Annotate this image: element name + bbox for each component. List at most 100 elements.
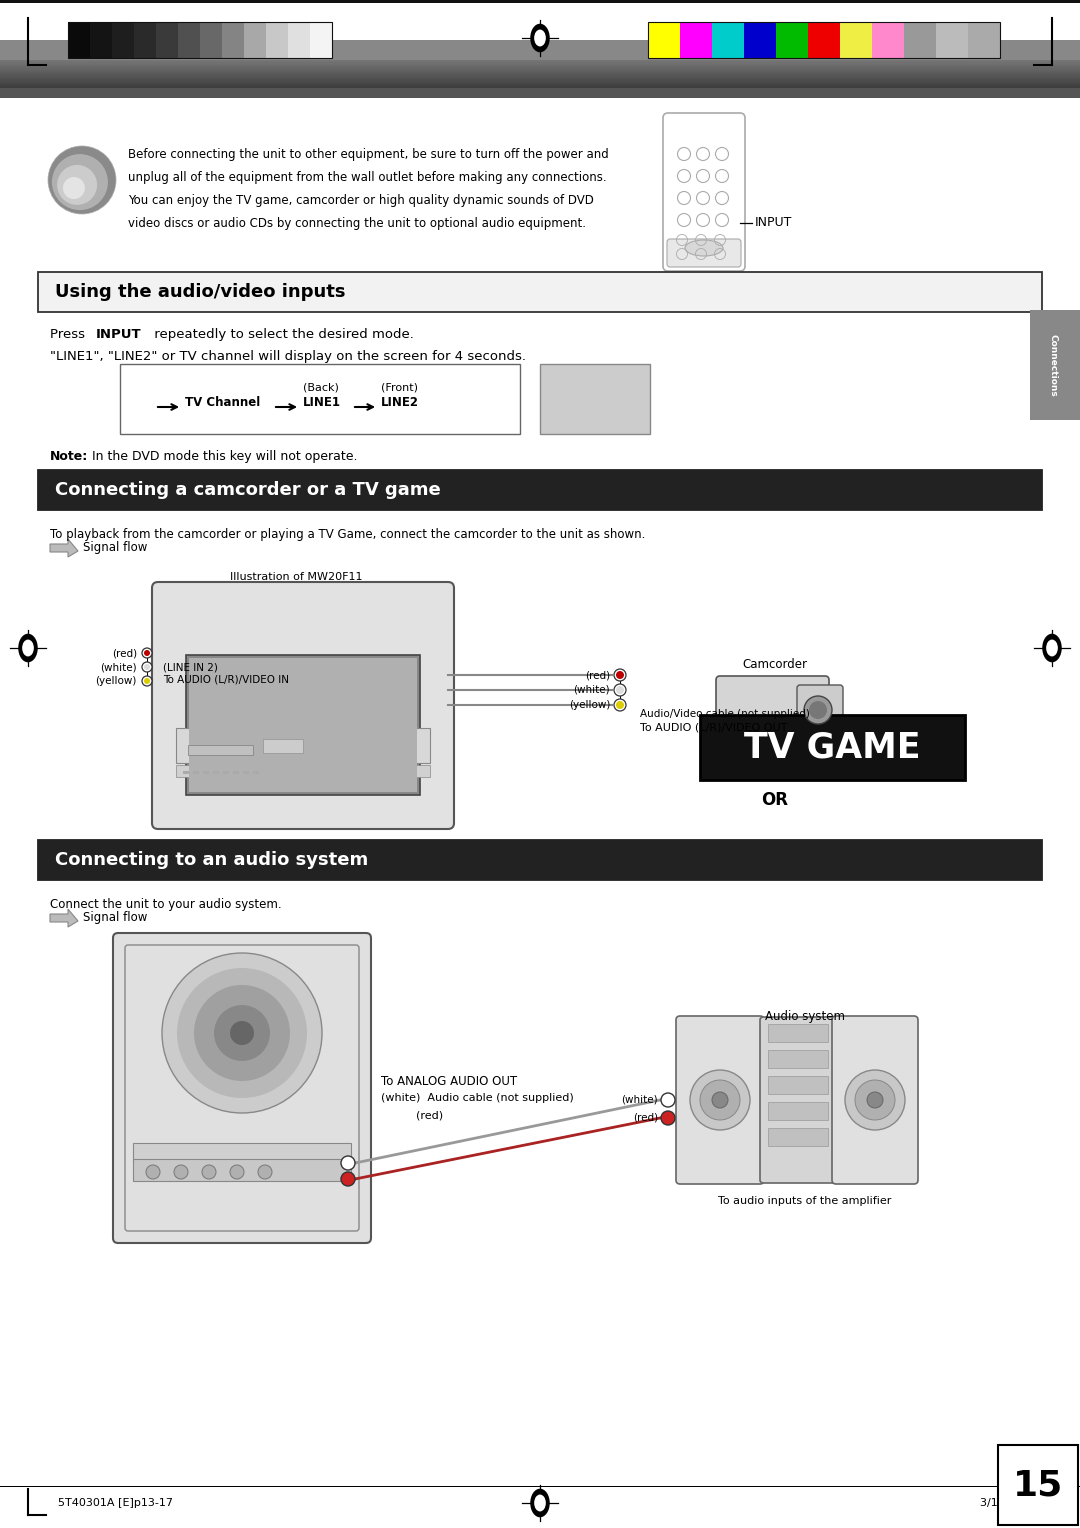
Bar bbox=[38, 471, 1042, 510]
Bar bbox=[968, 21, 1000, 58]
Bar bbox=[38, 840, 1042, 880]
Circle shape bbox=[194, 986, 291, 1080]
Circle shape bbox=[661, 1093, 675, 1106]
FancyBboxPatch shape bbox=[152, 582, 454, 830]
Bar bbox=[178, 21, 200, 58]
Circle shape bbox=[141, 648, 152, 659]
Ellipse shape bbox=[535, 1494, 545, 1511]
Circle shape bbox=[202, 1164, 216, 1180]
Bar bbox=[712, 21, 744, 58]
Text: (LINE IN 2): (LINE IN 2) bbox=[163, 662, 218, 672]
Circle shape bbox=[174, 1164, 188, 1180]
Circle shape bbox=[52, 154, 108, 209]
Bar bbox=[253, 772, 259, 775]
Text: unplug all of the equipment from the wall outlet before making any connections.: unplug all of the equipment from the wal… bbox=[129, 171, 607, 183]
Bar bbox=[648, 21, 1000, 58]
Bar bbox=[176, 766, 430, 778]
Bar bbox=[134, 21, 156, 58]
Text: (red): (red) bbox=[585, 669, 610, 680]
FancyBboxPatch shape bbox=[676, 1016, 764, 1184]
Bar bbox=[310, 21, 332, 58]
Bar bbox=[840, 21, 872, 58]
Circle shape bbox=[144, 649, 150, 656]
Text: (red): (red) bbox=[416, 1111, 443, 1122]
Bar bbox=[0, 40, 1080, 60]
Bar bbox=[936, 21, 968, 58]
Bar bbox=[68, 21, 332, 58]
Text: In the DVD mode this key will not operate.: In the DVD mode this key will not operat… bbox=[92, 451, 357, 463]
Bar bbox=[744, 21, 777, 58]
Circle shape bbox=[144, 665, 150, 669]
FancyBboxPatch shape bbox=[663, 113, 745, 270]
Text: Using the audio/video inputs: Using the audio/video inputs bbox=[55, 283, 346, 301]
Text: "LINE1", "LINE2" or TV channel will display on the screen for 4 seconds.: "LINE1", "LINE2" or TV channel will disp… bbox=[50, 350, 526, 364]
Circle shape bbox=[258, 1164, 272, 1180]
Circle shape bbox=[615, 669, 626, 681]
Bar bbox=[133, 1160, 351, 1181]
FancyBboxPatch shape bbox=[760, 1018, 836, 1183]
Circle shape bbox=[712, 1093, 728, 1108]
Circle shape bbox=[616, 686, 624, 694]
Circle shape bbox=[804, 695, 832, 724]
Bar bbox=[540, 364, 650, 434]
Bar bbox=[768, 1024, 828, 1042]
Circle shape bbox=[144, 678, 150, 685]
Bar bbox=[904, 21, 936, 58]
Text: TV GAME: TV GAME bbox=[744, 730, 920, 764]
Text: (red): (red) bbox=[112, 648, 137, 659]
FancyBboxPatch shape bbox=[667, 238, 741, 267]
Circle shape bbox=[341, 1157, 355, 1170]
Text: To playback from the camcorder or playing a TV Game, connect the camcorder to th: To playback from the camcorder or playin… bbox=[50, 529, 646, 541]
Bar bbox=[768, 1050, 828, 1068]
Circle shape bbox=[63, 177, 85, 199]
Bar bbox=[243, 772, 249, 775]
FancyBboxPatch shape bbox=[832, 1016, 918, 1184]
Text: repeatedly to select the desired mode.: repeatedly to select the desired mode. bbox=[150, 329, 414, 341]
Text: To AUDIO (L/R)/VIDEO IN: To AUDIO (L/R)/VIDEO IN bbox=[163, 675, 289, 685]
Text: Signal flow: Signal flow bbox=[83, 541, 147, 555]
Ellipse shape bbox=[18, 634, 38, 662]
Text: (yellow): (yellow) bbox=[96, 675, 137, 686]
Circle shape bbox=[230, 1021, 254, 1045]
FancyBboxPatch shape bbox=[716, 675, 829, 740]
Text: LINE1: LINE1 bbox=[303, 396, 341, 410]
Text: Note:: Note: bbox=[50, 451, 89, 463]
Circle shape bbox=[230, 1164, 244, 1180]
Text: Connecting to an audio system: Connecting to an audio system bbox=[55, 851, 368, 869]
Text: To audio inputs of the amplifier: To audio inputs of the amplifier bbox=[718, 1196, 892, 1206]
Bar bbox=[120, 364, 519, 434]
Bar bbox=[222, 772, 229, 775]
Text: Connecting a camcorder or a TV game: Connecting a camcorder or a TV game bbox=[55, 481, 441, 500]
Circle shape bbox=[57, 165, 97, 205]
Polygon shape bbox=[50, 909, 78, 927]
Circle shape bbox=[214, 1005, 270, 1060]
Text: INPUT: INPUT bbox=[755, 217, 793, 229]
Circle shape bbox=[141, 675, 152, 686]
Text: (white): (white) bbox=[100, 662, 137, 672]
Circle shape bbox=[177, 969, 307, 1099]
Circle shape bbox=[867, 1093, 883, 1108]
Circle shape bbox=[661, 1111, 675, 1125]
Bar bbox=[768, 1128, 828, 1146]
Text: (red): (red) bbox=[633, 1112, 658, 1123]
Text: INPUT: INPUT bbox=[96, 329, 141, 341]
Text: You can enjoy the TV game, camcorder or high quality dynamic sounds of DVD: You can enjoy the TV game, camcorder or … bbox=[129, 194, 594, 206]
Circle shape bbox=[141, 662, 152, 672]
Text: Press: Press bbox=[50, 329, 90, 341]
Ellipse shape bbox=[530, 1488, 550, 1517]
Circle shape bbox=[616, 671, 624, 678]
Bar bbox=[680, 21, 712, 58]
Circle shape bbox=[615, 698, 626, 711]
FancyBboxPatch shape bbox=[772, 733, 818, 778]
Bar bbox=[213, 772, 219, 775]
Bar bbox=[288, 21, 310, 58]
Text: Audio system: Audio system bbox=[765, 1010, 845, 1024]
Bar bbox=[186, 656, 420, 795]
Circle shape bbox=[855, 1080, 895, 1120]
Bar bbox=[193, 772, 199, 775]
Text: (white)  Audio cable (not supplied): (white) Audio cable (not supplied) bbox=[381, 1093, 573, 1103]
Circle shape bbox=[690, 1070, 750, 1131]
Bar bbox=[90, 21, 112, 58]
Bar bbox=[189, 659, 417, 792]
Bar bbox=[768, 1102, 828, 1120]
